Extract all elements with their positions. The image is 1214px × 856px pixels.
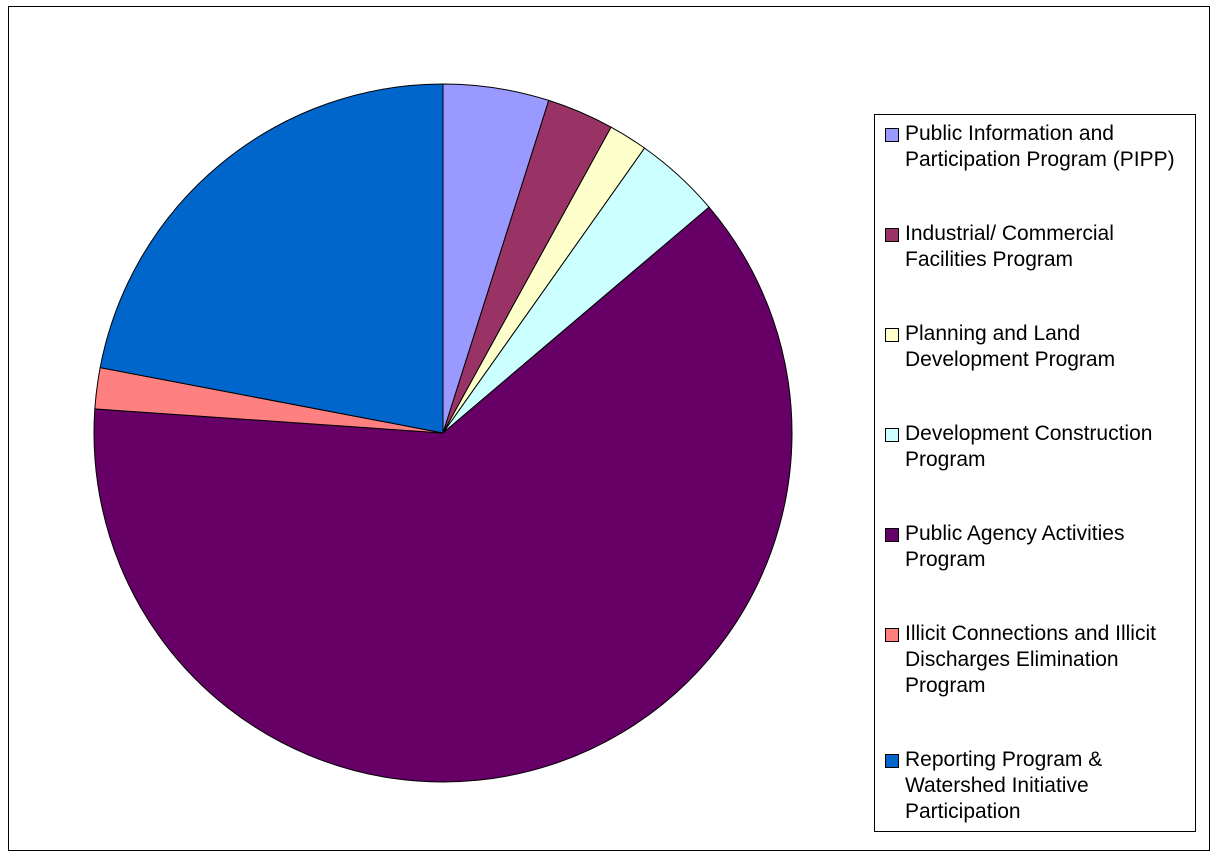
legend-label: Public Information and Participation Pro… (905, 122, 1175, 171)
legend-label: Industrial/ Commercial Facilities Progra… (905, 222, 1114, 271)
legend-entry: Industrial/ Commercial Facilities Progra… (885, 221, 1193, 273)
legend-entry: Illicit Connections and Illicit Discharg… (885, 621, 1193, 699)
legend-swatch (885, 528, 899, 542)
legend-entry: Public Information and Participation Pro… (885, 121, 1193, 173)
legend-label: Reporting Program & Watershed Initiative… (905, 748, 1103, 823)
legend-swatch (885, 428, 899, 442)
legend-entry: Reporting Program & Watershed Initiative… (885, 747, 1193, 825)
legend-entry: Public Agency Activities Program (885, 521, 1193, 573)
legend-label: Planning and Land Development Program (905, 322, 1116, 371)
legend-swatch (885, 128, 899, 142)
legend-swatch (885, 328, 899, 342)
pie-slice (99, 83, 444, 434)
legend-entry: Development Construction Program (885, 421, 1193, 473)
legend-label: Public Agency Activities Program (905, 522, 1125, 571)
legend-swatch (885, 754, 899, 768)
legend-swatch (885, 228, 899, 242)
legend: Public Information and Participation Pro… (874, 114, 1196, 832)
legend-label: Illicit Connections and Illicit Discharg… (905, 622, 1156, 697)
legend-entry: Planning and Land Development Program (885, 321, 1193, 373)
legend-label: Development Construction Program (905, 422, 1153, 471)
legend-swatch (885, 628, 899, 642)
chart-frame (8, 6, 1210, 851)
pie-slice (93, 206, 793, 783)
